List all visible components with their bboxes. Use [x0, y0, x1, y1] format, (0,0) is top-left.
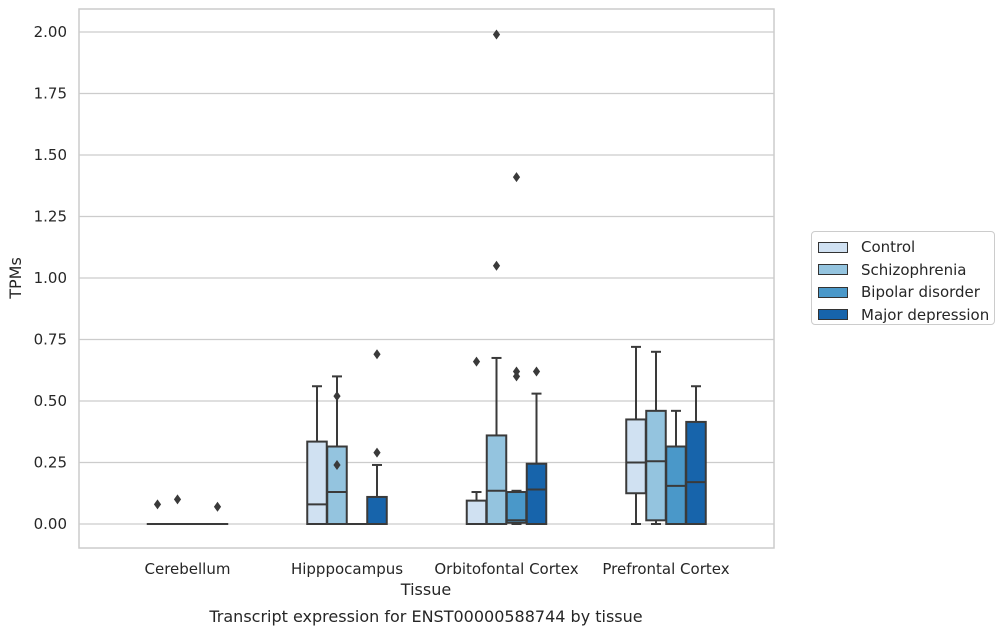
y-gridlines: [79, 31, 774, 525]
legend-item: Schizophrenia: [818, 259, 994, 282]
y-tick-label: 1.75: [34, 85, 67, 103]
box-schizophrenia: [485, 29, 508, 525]
y-tick-label: 0.75: [34, 331, 67, 349]
box-major-depression: [366, 349, 388, 526]
outlier-point: [532, 366, 541, 377]
plot-frame: [78, 8, 775, 549]
legend-swatch: [818, 264, 848, 276]
legend-label: Schizophrenia: [861, 260, 967, 279]
box-body: [685, 420, 707, 525]
box-body: [326, 445, 348, 526]
box-control: [625, 345, 647, 525]
outlier-point: [173, 494, 182, 505]
x-tick-labels: Cerebellum Hipppocampus Orbitofontal Corte…: [145, 560, 730, 578]
box-body: [645, 409, 667, 522]
legend-item: Bipolar disorder: [818, 281, 994, 304]
outlier-point: [373, 447, 381, 458]
y-tick-label: 1.50: [34, 146, 67, 164]
y-tick-labels: 0.00 0.25 0.50 0.75 1.00 1.25 1.50 1.75 2.00: [34, 23, 67, 533]
legend-swatch: [818, 309, 848, 321]
box-control: [146, 499, 169, 526]
box-major-depression: [685, 385, 707, 525]
box-schizophrenia: [645, 350, 667, 525]
x-axis-label: Tissue: [400, 580, 451, 599]
box-body: [525, 462, 548, 526]
outlier-point: [333, 391, 341, 402]
legend-item: Control: [818, 236, 994, 259]
outlier-point: [373, 349, 381, 360]
box-schizophrenia: [166, 494, 189, 526]
box-body: [485, 434, 508, 525]
legend-swatch: [818, 241, 848, 253]
legend-label: Control: [861, 238, 916, 257]
y-axis-label: TPMs: [6, 257, 25, 300]
legend-label: Bipolar disorder: [861, 283, 980, 302]
x-tick-label: Hipppocampus: [291, 560, 403, 578]
legend: Control Schizophrenia Bipolar disorder Majo…: [811, 231, 995, 325]
box-major-depression: [525, 366, 548, 526]
legend-label: Major depression: [861, 305, 990, 324]
y-tick-label: 1.25: [34, 208, 67, 226]
box-major-depression: [206, 501, 229, 526]
outlier-point: [153, 499, 162, 510]
y-tick-label: 0.00: [34, 515, 67, 533]
x-tick-label: Cerebellum: [145, 560, 231, 578]
box-body: [465, 499, 488, 526]
outlier-point: [213, 501, 222, 512]
box-control: [465, 356, 488, 526]
x-tick-label: Orbitofontal Cortex: [434, 560, 578, 578]
outlier-point: [333, 459, 341, 470]
outlier-point: [512, 172, 521, 183]
x-tick-label: Prefrontal Cortex: [602, 560, 729, 578]
box-body: [306, 440, 328, 525]
outlier-point: [492, 260, 501, 271]
box-bipolar-disorder: [665, 409, 687, 526]
outlier-point: [492, 29, 501, 40]
box-control: [306, 385, 328, 525]
box-body: [625, 418, 647, 495]
legend-swatch: [818, 286, 848, 298]
y-tick-label: 0.50: [34, 392, 67, 410]
chart-title: Transcript expression for ENST0000058874…: [208, 607, 642, 626]
box-schizophrenia: [326, 375, 348, 526]
y-tick-label: 2.00: [34, 23, 67, 41]
box-body: [366, 495, 388, 526]
y-tick-label: 1.00: [34, 269, 67, 287]
y-tick-label: 0.25: [34, 454, 67, 472]
box-bipolar-disorder: [505, 172, 528, 525]
box-body: [505, 491, 528, 524]
box-plots: [146, 29, 707, 526]
legend-item: Major depression: [818, 304, 994, 327]
outlier-point: [512, 371, 521, 382]
outlier-point: [472, 356, 481, 367]
